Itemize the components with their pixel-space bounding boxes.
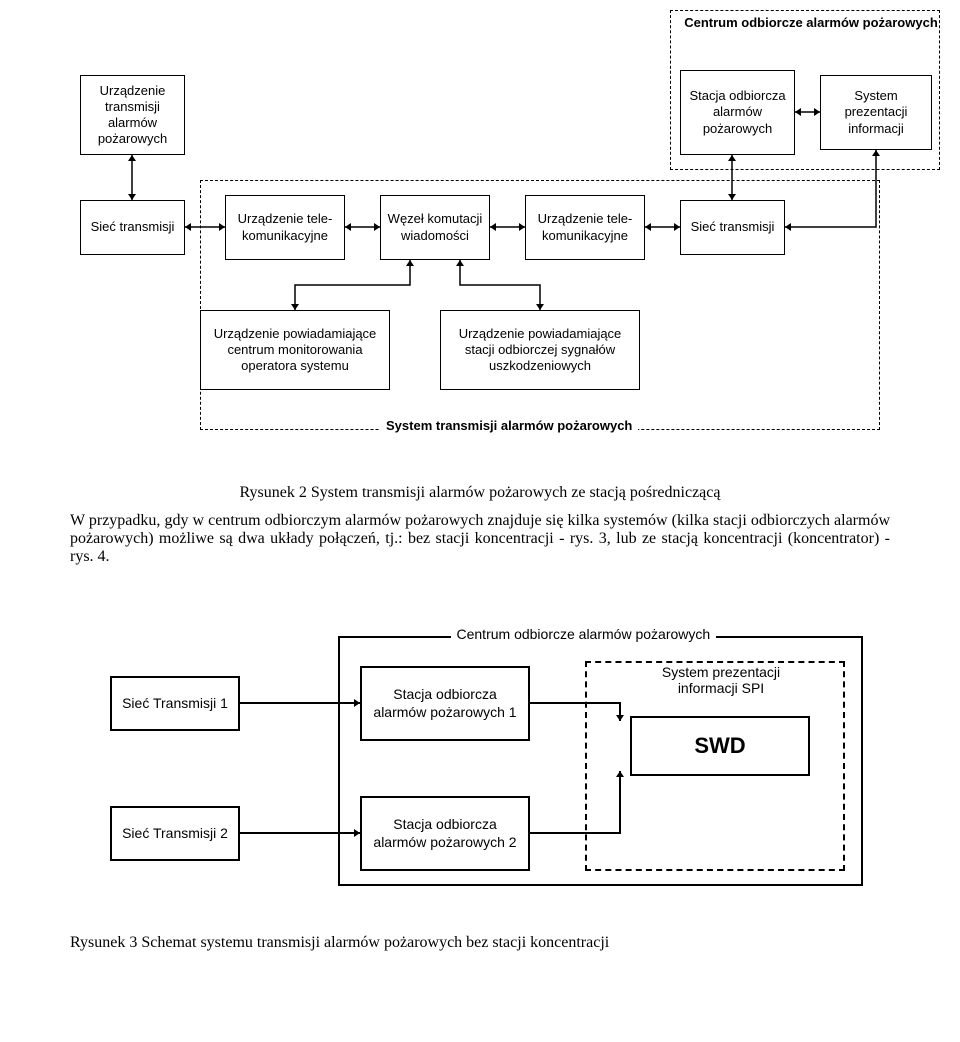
- node-tele1: Urządzenie tele-komunikacyjne: [225, 195, 345, 260]
- node-st2: Sieć Transmisji 2: [110, 806, 240, 861]
- node-upsos: Urządzenie powiadamiające stacji odbiorc…: [440, 310, 640, 390]
- node-utap: Urządzenie transmisji alarmów pożarowych: [80, 75, 185, 155]
- diagram-2: Centrum odbiorcze alarmów pożarowych Sys…: [0, 616, 960, 906]
- node-siec1: Sieć transmisji: [80, 200, 185, 255]
- node-upcmos: Urządzenie powiadamiające centrum monito…: [200, 310, 390, 390]
- group-spi-label: System prezentacji informacji SPI: [625, 664, 817, 696]
- body-paragraph: W przypadku, gdy w centrum odbiorczym al…: [70, 512, 890, 566]
- node-soap2: Stacja odbiorcza alarmów pożarowych 2: [360, 796, 530, 871]
- node-st1: Sieć Transmisji 1: [110, 676, 240, 731]
- node-soap: Stacja odbiorcza alarmów pożarowych: [680, 70, 795, 155]
- figure-2-caption: Rysunek 2 System transmisji alarmów poża…: [60, 484, 900, 502]
- node-swd: SWD: [630, 716, 810, 776]
- node-wezel: Węzeł komutacji wiadomości: [380, 195, 490, 260]
- node-siec2: Sieć transmisji: [680, 200, 785, 255]
- node-tele2: Urządzenie tele-komunikacyjne: [525, 195, 645, 260]
- figure-3-caption: Rysunek 3 Schemat systemu transmisji ala…: [70, 934, 890, 952]
- group-centrum-2-label: Centrum odbiorcze alarmów pożarowych: [451, 626, 717, 642]
- group-system-label: System transmisji alarmów pożarowych: [380, 418, 638, 433]
- group-centrum-label: Centrum odbiorcze alarmów pożarowych: [670, 15, 952, 30]
- node-spi: System prezentacji informacji: [820, 75, 932, 150]
- diagram-1: Centrum odbiorcze alarmów pożarowych Sys…: [0, 0, 960, 470]
- node-soap1: Stacja odbiorcza alarmów pożarowych 1: [360, 666, 530, 741]
